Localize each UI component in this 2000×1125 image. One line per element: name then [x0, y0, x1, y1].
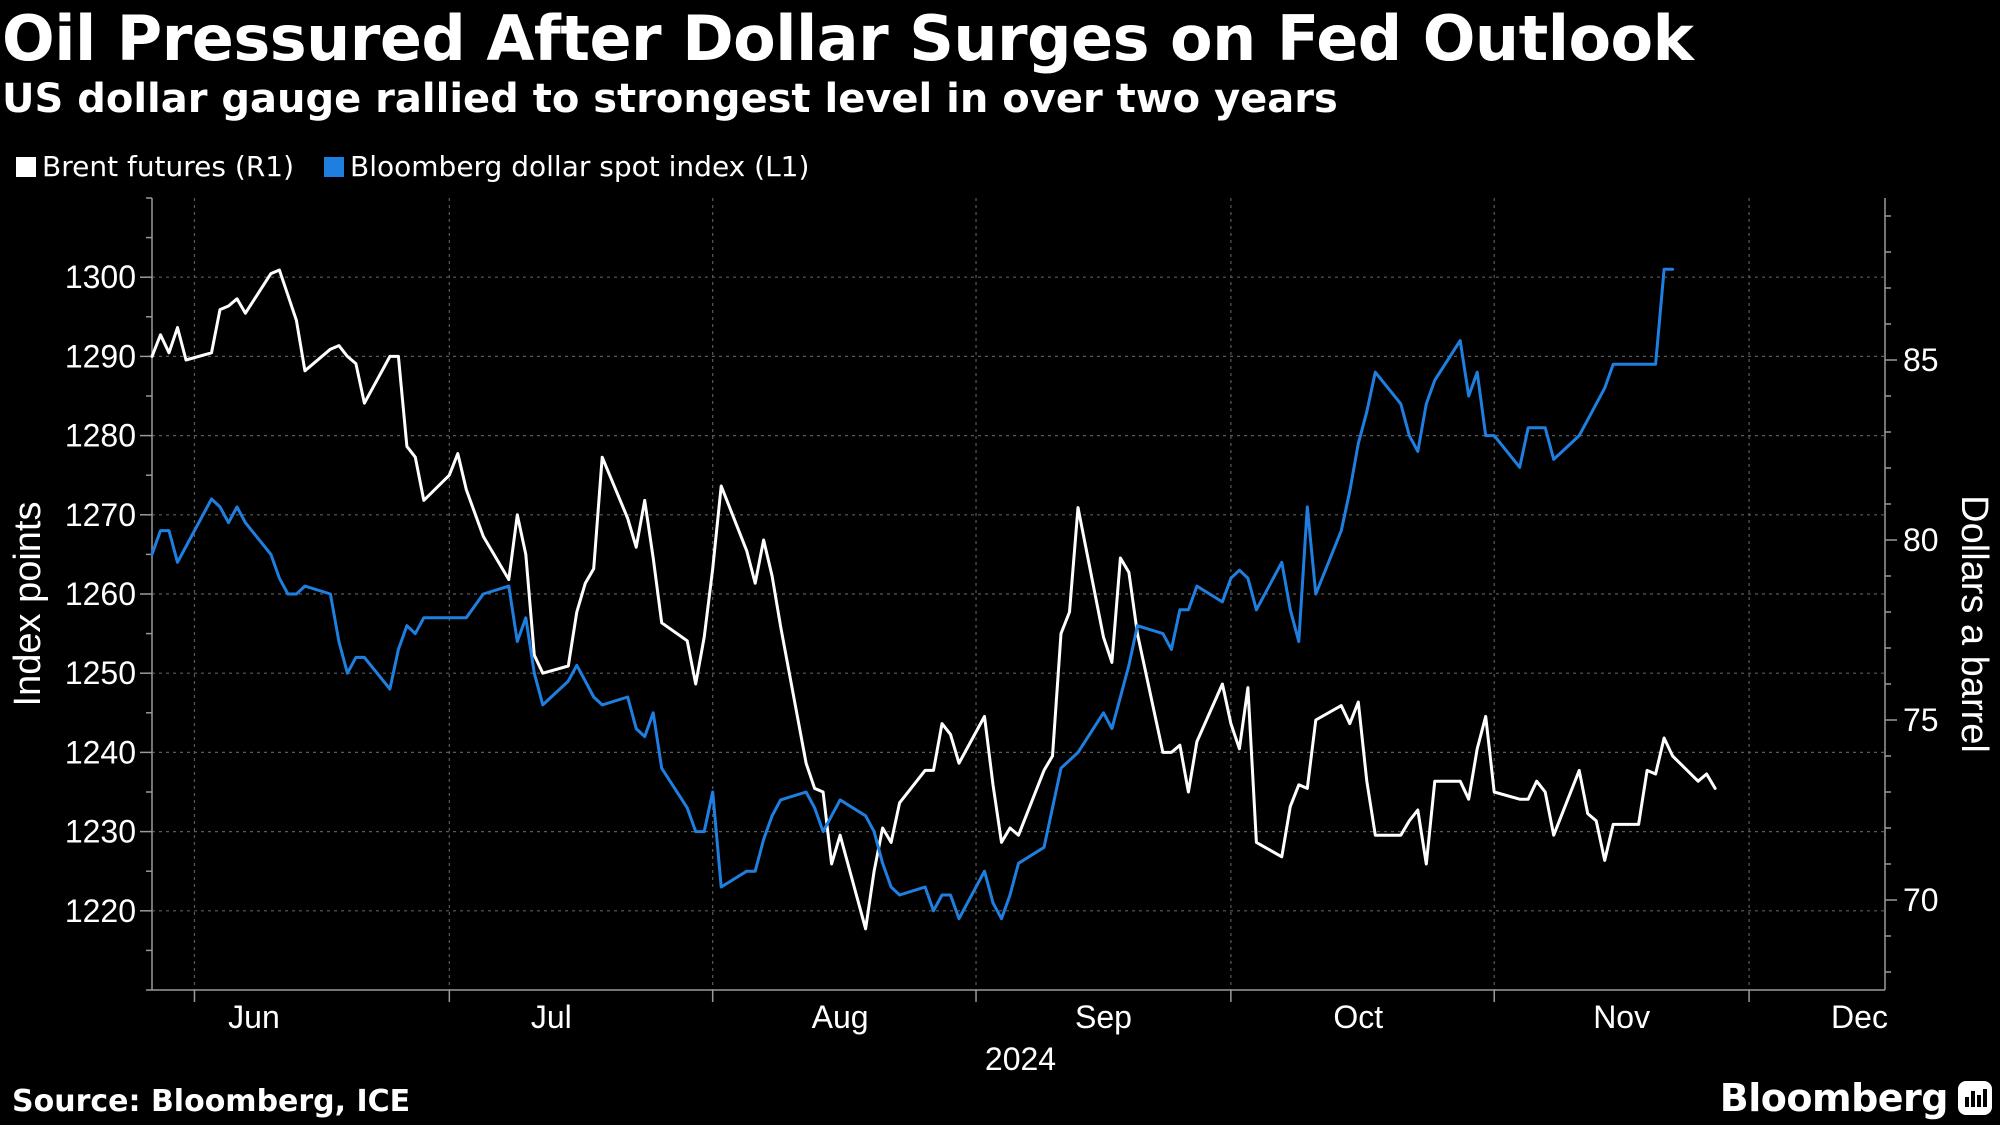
- right-axis-tick-label: 75: [1903, 702, 1939, 738]
- source-note: Source: Bloomberg, ICE: [12, 1084, 411, 1119]
- right-axis-label: Dollars a barrel: [1953, 495, 1995, 753]
- legend-item-dollar-index[interactable]: Bloomberg dollar spot index (L1): [324, 150, 809, 183]
- x-axis-tick-label: Oct: [1333, 999, 1383, 1035]
- left-axis-tick-label: 1230: [65, 814, 136, 850]
- left-axis-tick-label: 1250: [65, 655, 136, 691]
- left-axis-tick-label: 1290: [65, 338, 136, 374]
- x-axis-year-label: 2024: [985, 1041, 1056, 1077]
- bloomberg-terminal-icon: [1958, 1081, 1992, 1115]
- legend-swatch-dollar-index: [324, 156, 345, 177]
- right-axis-tick-label: 85: [1903, 342, 1939, 378]
- legend-item-brent[interactable]: Brent futures (R1): [16, 150, 294, 183]
- series-line-dollar-index: [150, 267, 1675, 921]
- x-axis-tick-label: Jul: [531, 999, 572, 1035]
- legend-label-dollar-index: Bloomberg dollar spot index (L1): [350, 150, 810, 183]
- chart-title: Oil Pressured After Dollar Surges on Fed…: [2, 2, 1694, 75]
- x-axis-tick-label: Jun: [228, 999, 280, 1035]
- left-axis-label: Index points: [7, 502, 49, 707]
- chart-subtitle: US dollar gauge rallied to strongest lev…: [2, 76, 1338, 122]
- brand-logo: Bloomberg: [1720, 1076, 1992, 1120]
- brand-wordmark: Bloomberg: [1719, 1076, 1949, 1120]
- legend-label-brent: Brent futures (R1): [42, 150, 295, 183]
- x-axis-tick-label: Aug: [812, 999, 869, 1035]
- legend-swatch-brent: [16, 156, 36, 177]
- x-axis-tick-label: Sep: [1075, 999, 1132, 1035]
- x-axis-tick-label: Dec: [1831, 999, 1888, 1035]
- left-axis-tick-label: 1270: [65, 497, 136, 533]
- x-axis-tick-label: Nov: [1593, 999, 1650, 1035]
- right-axis-tick-label: 80: [1903, 522, 1939, 558]
- left-axis-tick-label: 1260: [65, 576, 136, 612]
- left-axis-tick-label: 1240: [65, 734, 136, 770]
- right-axis-tick-label: 70: [1903, 882, 1939, 918]
- left-axis-tick-label: 1300: [65, 259, 136, 295]
- chart-legend: Brent futures (R1) Bloomberg dollar spot…: [16, 150, 839, 183]
- left-axis-tick-label: 1280: [65, 418, 136, 454]
- left-axis-tick-label: 1220: [65, 893, 136, 929]
- series-line-brent: [150, 268, 1717, 931]
